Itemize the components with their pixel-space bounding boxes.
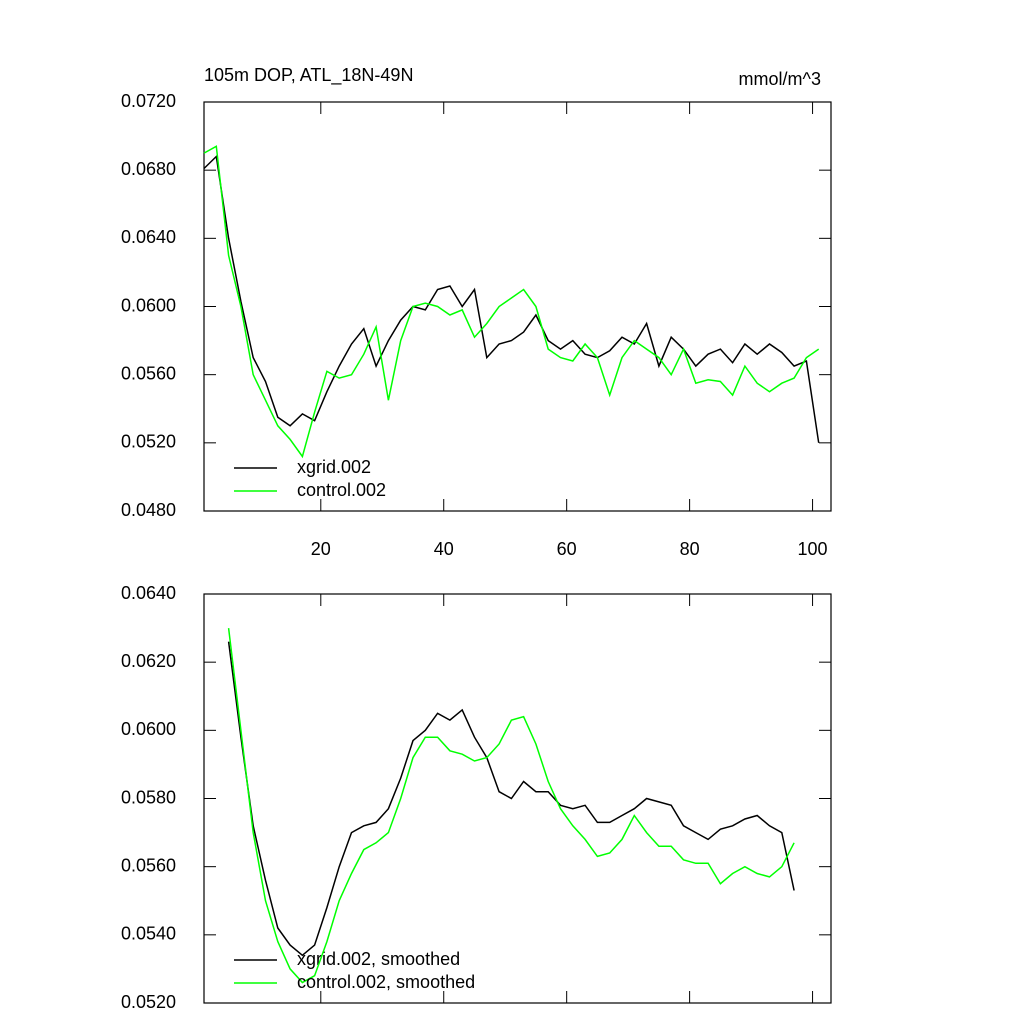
- y-tick-label: 0.0560: [121, 363, 176, 383]
- x-tick-label: 100: [798, 539, 828, 559]
- data-line: [203, 145, 820, 459]
- y-tick-label: 0.0680: [121, 159, 176, 179]
- y-tick-label: 0.0560: [121, 855, 176, 875]
- x-tick-label: 60: [557, 539, 577, 559]
- x-tick-label: 40: [434, 539, 454, 559]
- y-tick-label: 0.0520: [121, 992, 176, 1012]
- legend-label: xgrid.002: [297, 457, 371, 477]
- legend-label: control.002: [297, 480, 386, 500]
- legend-label: xgrid.002, smoothed: [297, 949, 460, 969]
- y-tick-label: 0.0640: [121, 583, 176, 603]
- x-tick-label: 80: [680, 539, 700, 559]
- data-line: [227, 628, 795, 984]
- y-tick-label: 0.0480: [121, 500, 176, 520]
- y-tick-label: 0.0520: [121, 432, 176, 452]
- y-tick-label: 0.0640: [121, 227, 176, 247]
- y-tick-label: 0.0720: [121, 91, 176, 111]
- y-tick-label: 0.0600: [121, 295, 176, 315]
- x-tick-label: 20: [311, 539, 331, 559]
- chart-title: 105m DOP, ATL_18N-49N: [204, 65, 413, 86]
- units-label: mmol/m^3: [739, 69, 821, 89]
- y-tick-label: 0.0600: [121, 719, 176, 739]
- data-line: [203, 154, 820, 443]
- y-tick-label: 0.0620: [121, 651, 176, 671]
- data-line: [227, 641, 795, 957]
- plot-frame: [203, 593, 832, 1004]
- y-tick-label: 0.0580: [121, 787, 176, 807]
- legend-label: control.002, smoothed: [297, 972, 475, 992]
- y-tick-label: 0.0540: [121, 924, 176, 944]
